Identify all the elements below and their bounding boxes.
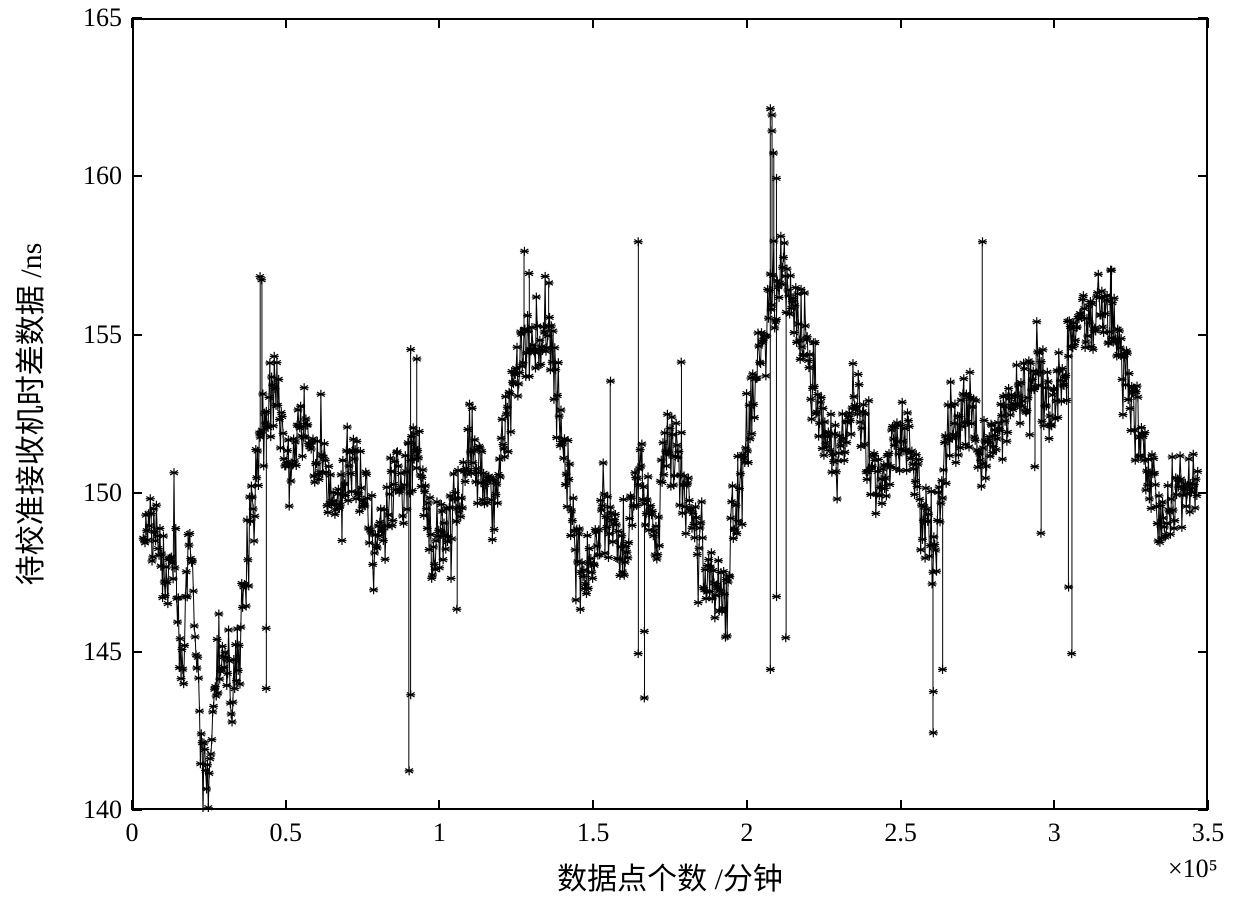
tick-mark bbox=[1198, 492, 1208, 494]
tick-mark bbox=[1053, 18, 1055, 28]
tick-mark bbox=[900, 800, 902, 810]
tick-label: 3 bbox=[1048, 818, 1061, 848]
tick-mark bbox=[900, 18, 902, 28]
tick-label: 140 bbox=[83, 795, 122, 825]
tick-mark bbox=[746, 800, 748, 810]
x-axis-exponent: ×10⁵ bbox=[1168, 854, 1218, 884]
tick-label: 2.5 bbox=[884, 818, 917, 848]
tick-mark bbox=[1198, 651, 1208, 653]
y-axis-label: 待校准接收机时差数据 /ns bbox=[6, 243, 50, 586]
tick-mark bbox=[438, 800, 440, 810]
tick-mark bbox=[1053, 800, 1055, 810]
tick-mark bbox=[285, 800, 287, 810]
plot-area bbox=[132, 18, 1208, 810]
tick-label: 165 bbox=[83, 3, 122, 33]
tick-mark bbox=[1207, 18, 1209, 28]
chart-container: 待校准接收机时差数据 /ns 数据点个数 /分钟 ×10⁵ 140 145 150 1… bbox=[0, 0, 1240, 909]
tick-label: 0.5 bbox=[269, 818, 302, 848]
tick-label: 1 bbox=[433, 818, 446, 848]
tick-mark bbox=[1207, 800, 1209, 810]
tick-label: 2 bbox=[740, 818, 753, 848]
tick-label: 150 bbox=[83, 478, 122, 508]
tick-mark bbox=[131, 800, 133, 810]
x-axis-label: 数据点个数 /分钟 bbox=[557, 854, 783, 898]
tick-mark bbox=[746, 18, 748, 28]
tick-label: 3.5 bbox=[1192, 818, 1225, 848]
tick-mark bbox=[1198, 175, 1208, 177]
tick-mark bbox=[132, 175, 142, 177]
tick-mark bbox=[132, 17, 142, 19]
tick-label: 145 bbox=[83, 637, 122, 667]
tick-mark bbox=[1198, 334, 1208, 336]
tick-mark bbox=[132, 334, 142, 336]
tick-label: 160 bbox=[83, 161, 122, 191]
tick-mark bbox=[132, 651, 142, 653]
tick-label: 1.5 bbox=[577, 818, 610, 848]
tick-mark bbox=[132, 492, 142, 494]
tick-mark bbox=[438, 18, 440, 28]
tick-mark bbox=[132, 809, 142, 811]
tick-label: 155 bbox=[83, 320, 122, 350]
tick-mark bbox=[592, 18, 594, 28]
tick-mark bbox=[592, 800, 594, 810]
data-series bbox=[134, 20, 1210, 812]
tick-mark bbox=[285, 18, 287, 28]
tick-label: 0 bbox=[126, 818, 139, 848]
tick-mark bbox=[131, 18, 133, 28]
